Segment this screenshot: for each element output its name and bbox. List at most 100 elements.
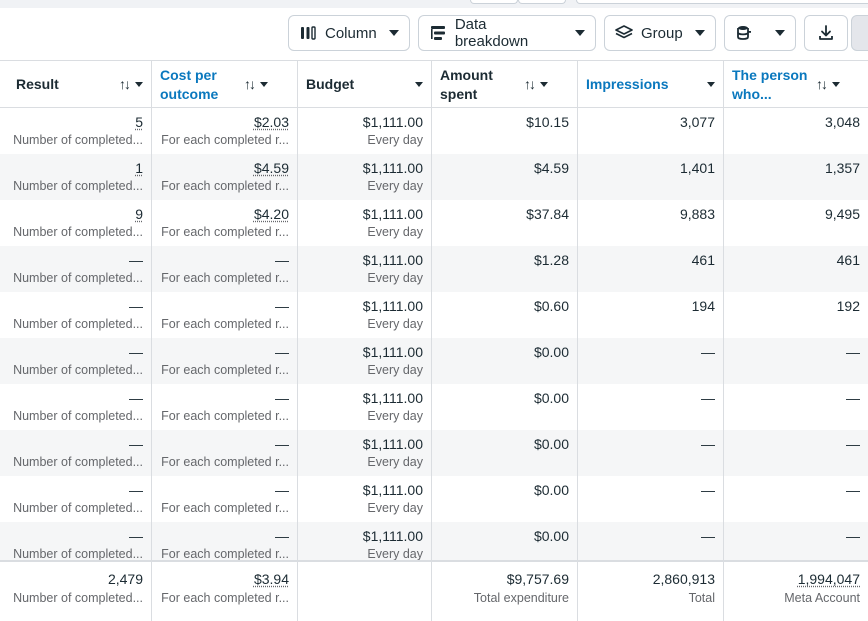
cell-impressions: —: [578, 338, 724, 384]
cell-budget-value: $1,111.00: [306, 160, 423, 177]
cell-budget: $1,111.00 Every day: [298, 108, 432, 154]
column-button[interactable]: Column: [288, 15, 410, 51]
sort-icon[interactable]: ↑↓: [119, 75, 129, 94]
chevron-down-icon[interactable]: [540, 82, 548, 87]
group-button[interactable]: Group: [604, 15, 716, 51]
cell-impressions: 1,401: [578, 154, 724, 200]
cell-impressions: —: [578, 384, 724, 430]
cell-reach: —: [724, 384, 868, 430]
chevron-down-icon[interactable]: [707, 82, 715, 87]
cell-amount-spent: $0.00: [432, 430, 578, 476]
column-header-impressions[interactable]: Impressions: [578, 61, 724, 108]
table-row[interactable]: — Number of completed... — For each complet…: [0, 476, 868, 522]
cell-impressions-value: 3,077: [586, 114, 715, 131]
cell-result-value[interactable]: 1: [8, 160, 143, 177]
database-button[interactable]: [724, 15, 796, 51]
table-row[interactable]: — Number of completed... — For each complet…: [0, 384, 868, 430]
cell-budget: $1,111.00 Every day: [298, 154, 432, 200]
cell-reach: —: [724, 476, 868, 522]
total-spent-value: $9,757.69: [440, 570, 569, 588]
cell-result: — Number of completed...: [0, 476, 152, 522]
chevron-down-icon[interactable]: [832, 82, 840, 87]
database-icon: [735, 24, 753, 42]
cell-cost-per-outcome-value: —: [160, 344, 289, 361]
chevron-down-icon[interactable]: [135, 82, 143, 87]
cell-reach-value: —: [732, 344, 860, 361]
export-button[interactable]: [804, 15, 848, 51]
total-impressions: 2,860,913 Total: [578, 562, 724, 621]
cell-budget-value: $1,111.00: [306, 436, 423, 453]
cell-result-value: —: [8, 252, 143, 269]
cell-cost-per-outcome: — For each completed r...: [152, 430, 298, 476]
cell-amount-spent-value: $0.00: [440, 528, 569, 545]
cell-cost-per-outcome-value: —: [160, 390, 289, 407]
column-header-the-person-who[interactable]: The person who... ↑↓: [724, 61, 868, 108]
table-row[interactable]: — Number of completed... — For each complet…: [0, 430, 868, 476]
table-row[interactable]: 1 Number of completed... $4.59 For each com…: [0, 154, 868, 200]
cell-reach-value: 9,495: [732, 206, 860, 223]
total-result-label: Number of completed...: [8, 588, 143, 608]
cell-amount-spent-value: $4.59: [440, 160, 569, 177]
cell-budget-value: $1,111.00: [306, 114, 423, 131]
breakdown-icon: [429, 24, 447, 42]
cell-budget: $1,111.00 Every day: [298, 338, 432, 384]
total-reach: 1,994,047 Meta Account: [724, 562, 868, 621]
sort-icon[interactable]: ↑↓: [524, 75, 534, 94]
chevron-down-icon: [695, 30, 705, 36]
chevron-down-icon[interactable]: [260, 82, 268, 87]
cell-impressions-value: 9,883: [586, 206, 715, 223]
cell-impressions: —: [578, 522, 724, 560]
table-row[interactable]: — Number of completed... — For each complet…: [0, 522, 868, 560]
table-row[interactable]: — Number of completed... — For each complet…: [0, 338, 868, 384]
cell-cost-per-outcome-value[interactable]: $2.03: [160, 114, 289, 131]
cell-cost-per-outcome-value[interactable]: $4.20: [160, 206, 289, 223]
cell-result-value[interactable]: 9: [8, 206, 143, 223]
cell-cost-per-outcome-label: For each completed r...: [160, 453, 289, 471]
total-reach-value[interactable]: 1,994,047: [732, 570, 860, 588]
cell-impressions: —: [578, 430, 724, 476]
cell-result: — Number of completed...: [0, 292, 152, 338]
column-header-budget[interactable]: Budget: [298, 61, 432, 108]
cell-result-label: Number of completed...: [8, 361, 143, 379]
chevron-down-icon: [775, 30, 785, 36]
column-header-label: The person who...: [732, 66, 812, 104]
cell-amount-spent-value: $10.15: [440, 114, 569, 131]
cell-reach-value: —: [732, 482, 860, 499]
table-row[interactable]: — Number of completed... — For each complet…: [0, 292, 868, 338]
cell-budget-value: $1,111.00: [306, 344, 423, 361]
column-header-amount-spent[interactable]: Amount spent ↑↓: [432, 61, 578, 108]
top-strip: [0, 0, 868, 8]
total-cost-value[interactable]: $3.94: [160, 570, 289, 588]
cell-budget-value: $1,111.00: [306, 206, 423, 223]
cell-amount-spent-value: $37.84: [440, 206, 569, 223]
cell-impressions: 9,883: [578, 200, 724, 246]
data-breakdown-button[interactable]: Data breakdown: [418, 15, 596, 51]
cell-budget: $1,111.00 Every day: [298, 384, 432, 430]
table-row[interactable]: 5 Number of completed... $2.03 For each com…: [0, 108, 868, 154]
cell-cost-per-outcome-value: —: [160, 252, 289, 269]
column-header-result[interactable]: Result ↑↓: [8, 61, 152, 108]
cell-result-label: Number of completed...: [8, 315, 143, 333]
sort-icon[interactable]: ↑↓: [244, 75, 254, 94]
sort-icon[interactable]: ↑↓: [816, 75, 826, 94]
tab-fragment: [470, 0, 518, 4]
panel-toggle[interactable]: [851, 15, 868, 51]
cell-cost-per-outcome-label: For each completed r...: [160, 315, 289, 333]
table-row[interactable]: 9 Number of completed... $4.20 For each com…: [0, 200, 868, 246]
cell-budget-label: Every day: [306, 223, 423, 241]
cell-reach: —: [724, 338, 868, 384]
cell-budget-label: Every day: [306, 177, 423, 195]
chevron-down-icon[interactable]: [415, 82, 423, 87]
total-reach-label: Meta Account: [732, 588, 860, 608]
cell-cost-per-outcome-value[interactable]: $4.59: [160, 160, 289, 177]
cell-cost-per-outcome-value: —: [160, 528, 289, 545]
column-header-cost-per-outcome[interactable]: Cost per outcome ↑↓: [152, 61, 298, 108]
cell-result-value[interactable]: 5: [8, 114, 143, 131]
layers-icon: [615, 24, 633, 42]
cell-budget-value: $1,111.00: [306, 482, 423, 499]
cell-impressions-value: —: [586, 344, 715, 361]
cell-budget-label: Every day: [306, 315, 423, 333]
cell-reach-value: 192: [732, 298, 860, 315]
table-row[interactable]: — Number of completed... — For each complet…: [0, 246, 868, 292]
column-header-label: Budget: [306, 75, 415, 94]
